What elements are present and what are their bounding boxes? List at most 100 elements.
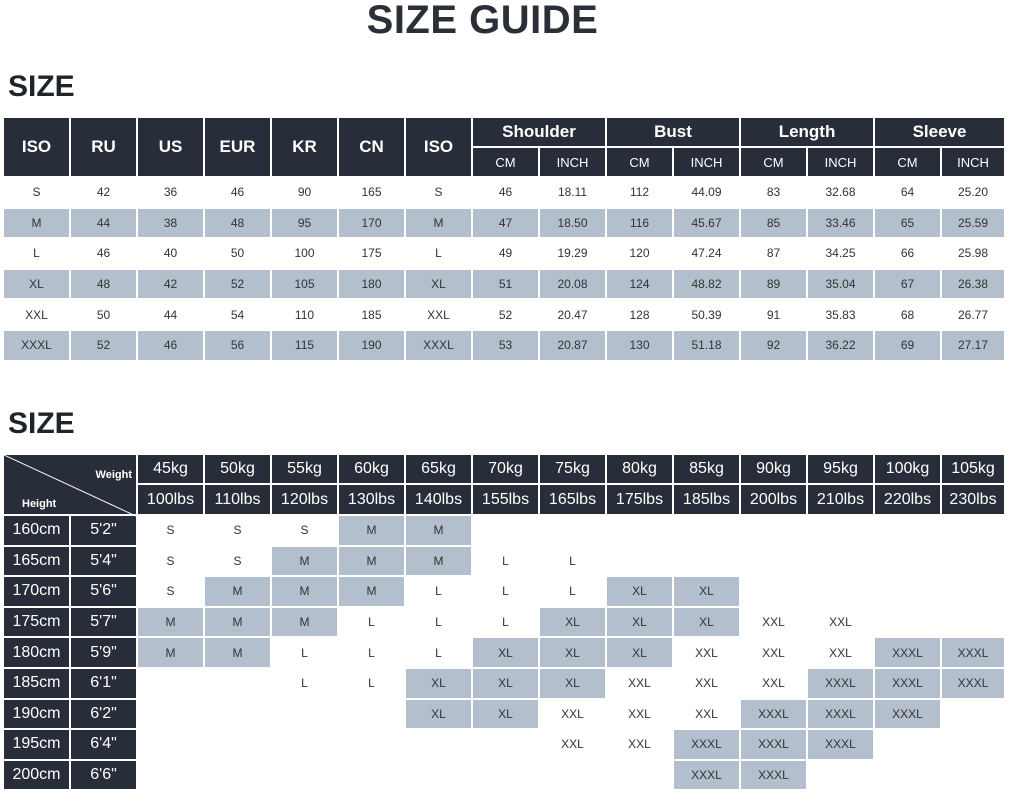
header-sleeve: Sleeve [874, 117, 1006, 147]
table-cell: 52 [472, 299, 539, 330]
table-cell: 115 [271, 329, 338, 361]
table-row: XXXL 52 46 56 115 190 XXXL 53 20.87 130 51.18 92 36.… [3, 329, 1006, 361]
table-cell: 95 [271, 207, 338, 239]
weight-kg-header: 65kg [405, 454, 472, 484]
size-cell [137, 698, 204, 730]
weight-kg-header: 55kg [271, 454, 338, 484]
height-ft-header: 5'7" [70, 606, 137, 638]
size-cell [807, 545, 874, 577]
weight-lbs-header: 210lbs [807, 484, 874, 515]
table-cell: 18.11 [539, 177, 607, 208]
table-cell: 112 [606, 177, 674, 208]
table-cell: 35.83 [807, 299, 875, 330]
size-cell: L [271, 637, 338, 668]
table-cell: 20.87 [539, 329, 607, 361]
size-cell: XXXL [740, 759, 807, 791]
size-cell [472, 759, 539, 791]
size-cell: XXL [539, 698, 606, 730]
table-cell: 26.38 [941, 268, 1006, 300]
size-cell [673, 515, 740, 546]
header-eur: EUR [204, 117, 271, 177]
size-cell: XXL [606, 729, 673, 760]
section-label-weight-height: SIZE [8, 407, 75, 440]
table-cell: 185 [338, 299, 405, 330]
size-cell [807, 576, 874, 607]
size-cell: XXXL [673, 759, 740, 791]
weight-kg-header: 45kg [137, 454, 204, 484]
table-cell: 25.98 [941, 238, 1006, 269]
section-label-measurements: SIZE [8, 70, 75, 103]
size-cell: XXXL [874, 637, 941, 668]
height-cm-header: 175cm [3, 606, 70, 638]
table-cell: 68 [874, 299, 942, 330]
table-cell: 124 [606, 268, 674, 300]
size-cell: S [204, 515, 271, 546]
size-cell: L [472, 606, 539, 638]
size-cell: XL [673, 576, 740, 607]
size-cell [740, 545, 807, 577]
height-cm-header: 160cm [3, 515, 70, 546]
size-cell [338, 759, 405, 791]
table-cell: 130 [606, 329, 674, 361]
table-cell: 48 [204, 207, 271, 239]
table-row: 185cm 6'1" L L XL XL XL XXL XXL XXL XXXL XXXL XXXL [3, 667, 1005, 699]
size-cell [137, 667, 204, 699]
table-cell: 19.29 [539, 238, 607, 269]
size-cell [539, 759, 606, 791]
size-cell: XL [606, 637, 673, 668]
header-iso: ISO [3, 117, 70, 177]
table-row: 200cm 6'6" XXXL XXXL [3, 759, 1005, 791]
size-cell: XXL [740, 606, 807, 638]
size-cell [874, 545, 941, 577]
size-cell [874, 576, 941, 607]
weight-kg-header: 50kg [204, 454, 271, 484]
size-cell [606, 515, 673, 546]
height-cm-header: 165cm [3, 545, 70, 577]
table-cell: 52 [70, 329, 137, 361]
table-cell: 42 [70, 177, 137, 208]
size-cell: M [338, 576, 405, 607]
size-cell [606, 759, 673, 791]
size-cell: XXL [606, 698, 673, 730]
weight-kg-header: 75kg [539, 454, 606, 484]
table-cell: 46 [70, 238, 137, 269]
weight-kg-header: 95kg [807, 454, 874, 484]
weight-lbs-header: 155lbs [472, 484, 539, 515]
header-us: US [137, 117, 204, 177]
table-cell: L [3, 238, 70, 269]
header-cn: CN [338, 117, 405, 177]
size-cell: L [405, 637, 472, 668]
table-cell: 51 [472, 268, 539, 300]
weight-lbs-header: 165lbs [539, 484, 606, 515]
size-cell: M [137, 637, 204, 668]
size-cell [204, 759, 271, 791]
table-cell: 20.47 [539, 299, 607, 330]
size-cell: XXXL [673, 729, 740, 760]
table-cell: 53 [472, 329, 539, 361]
size-cell: XXL [807, 637, 874, 668]
size-cell: L [338, 667, 405, 699]
weight-lbs-header: 175lbs [606, 484, 673, 515]
table-cell: 36.22 [807, 329, 875, 361]
size-cell [204, 729, 271, 760]
weight-lbs-header: 220lbs [874, 484, 941, 515]
size-cell: L [472, 576, 539, 607]
unit-inch: INCH [941, 147, 1006, 177]
table-row: XXL 50 44 54 110 185 XXL 52 20.47 128 50.39 91 35.83… [3, 299, 1006, 330]
height-cm-header: 190cm [3, 698, 70, 730]
height-ft-header: 5'2" [70, 515, 137, 546]
height-ft-header: 6'1" [70, 667, 137, 699]
weight-label: Weight [95, 469, 132, 481]
unit-cm: CM [606, 147, 674, 177]
weight-lbs-header: 120lbs [271, 484, 338, 515]
table-cell: XL [405, 268, 472, 300]
size-cell [941, 515, 1005, 546]
size-cell: XL [472, 667, 539, 699]
size-cell [271, 729, 338, 760]
table-cell: S [405, 177, 472, 208]
table-cell: 26.77 [941, 299, 1006, 330]
unit-cm: CM [874, 147, 942, 177]
table-cell: 100 [271, 238, 338, 269]
size-cell: XL [673, 606, 740, 638]
size-cell [941, 545, 1005, 577]
